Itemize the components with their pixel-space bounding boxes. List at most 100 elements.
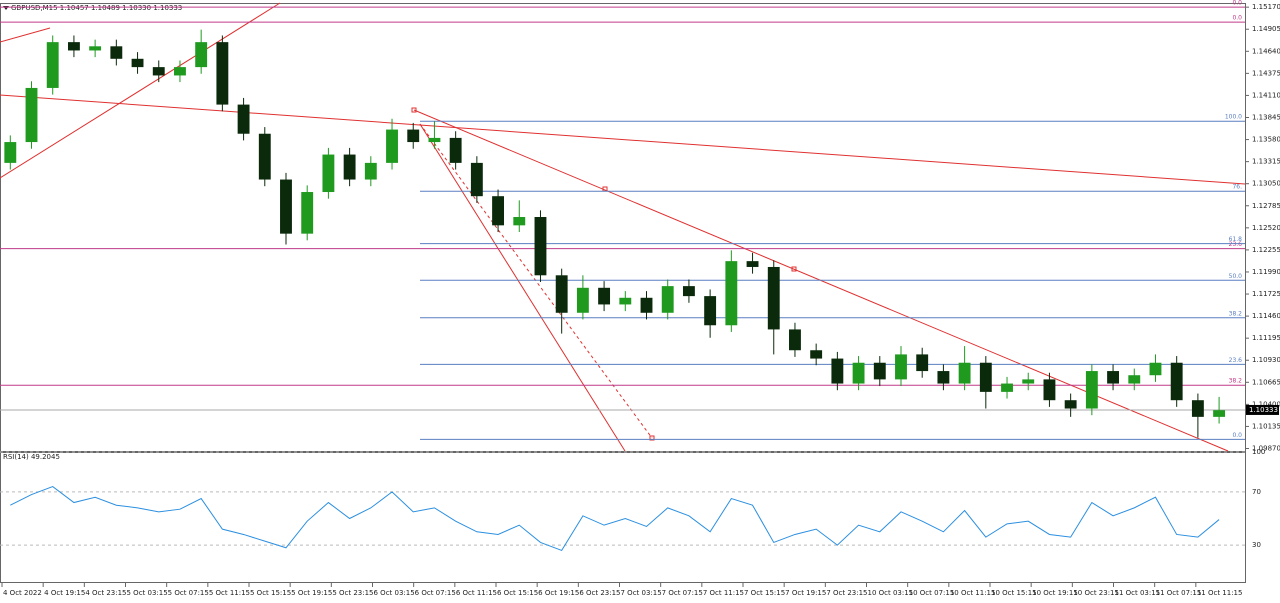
rsi-title: RSI(14) 49.2045 [3, 453, 60, 461]
y-tick-label: 1.10930 [1252, 356, 1280, 364]
x-tick-label: 10 Oct 19:15 [1032, 589, 1078, 597]
fibo-label: 61.8 [1229, 236, 1243, 243]
x-tick-label: 11 Oct 07:15 [1156, 589, 1202, 597]
fibo-label: 38.2 [1229, 310, 1243, 317]
x-tick-label: 11 Oct 03:15 [1115, 589, 1161, 597]
fibo-label: 0.0 [1232, 0, 1242, 7]
candle-body [407, 129, 420, 143]
y-tick-label: 1.13580 [1252, 136, 1280, 144]
x-tick-label: 7 Oct 15:15 [744, 589, 785, 597]
candle-body [1170, 362, 1183, 401]
y-tick-label: 1.13315 [1252, 158, 1280, 166]
candle-body [322, 154, 335, 193]
rsi-tick-label: 30 [1252, 541, 1261, 549]
candle-body [428, 137, 441, 143]
fibo-label: 76. [1232, 184, 1242, 191]
x-tick-label: 6 Oct 07:15 [415, 589, 456, 597]
price-tag-label: 1.10333 [1249, 406, 1278, 414]
candle-body [937, 371, 950, 384]
x-tick-label: 4 Oct 19:15 [44, 589, 85, 597]
y-tick-label: 1.15170 [1252, 3, 1280, 11]
x-tick-label: 7 Oct 11:15 [703, 589, 744, 597]
candle-body [89, 46, 102, 51]
y-tick-label: 1.11460 [1252, 312, 1280, 320]
x-tick-label: 6 Oct 23:15 [579, 589, 620, 597]
x-tick-label: 10 Oct 11:15 [950, 589, 996, 597]
candle-body [1149, 362, 1162, 376]
candle-body [555, 275, 568, 313]
candle-body [1128, 375, 1141, 384]
candle-body [1064, 400, 1077, 409]
candle-body [1022, 379, 1035, 384]
candle-body [682, 286, 695, 297]
x-tick-label: 5 Oct 03:15 [127, 589, 168, 597]
candle-body [895, 354, 907, 380]
candle-body [470, 162, 483, 197]
candle-body [746, 261, 759, 267]
candle-body [640, 297, 653, 313]
price-tag [1246, 404, 1279, 415]
candle-body [1043, 379, 1056, 401]
candle-body [195, 42, 208, 68]
candle-body [1191, 400, 1204, 417]
symbol-header: GBPUSD,M15 1.10457 1.10489 1.10330 1.103… [11, 4, 182, 12]
candle-body [1213, 410, 1226, 417]
fibo-label: 100.0 [1225, 114, 1242, 121]
fibo-label: 38.2 [1229, 378, 1243, 385]
candle-body [46, 42, 59, 88]
x-tick-label: 7 Oct 23:15 [826, 589, 867, 597]
candle-body [661, 286, 674, 313]
trendline [419, 123, 626, 452]
candle-body [725, 261, 738, 326]
y-tick-label: 1.13050 [1252, 180, 1280, 188]
x-tick-label: 5 Oct 15:15 [250, 589, 291, 597]
candle-body [916, 354, 929, 372]
candle-body [767, 266, 780, 330]
candle-body [131, 58, 144, 68]
candle-body [1085, 371, 1098, 409]
y-tick-label: 1.12785 [1252, 202, 1280, 210]
candle-body [174, 67, 186, 76]
y-tick-label: 1.11725 [1252, 290, 1280, 298]
candle-body [619, 297, 632, 305]
y-tick-label: 1.14905 [1252, 25, 1280, 33]
rsi-panel [0, 452, 1246, 583]
x-tick-label: 7 Oct 19:15 [785, 589, 826, 597]
y-tick-label: 1.11195 [1252, 334, 1280, 342]
fibo-label: 50.0 [1229, 273, 1243, 280]
y-tick-label: 1.10400 [1252, 400, 1280, 408]
y-tick-label: 1.13845 [1252, 113, 1280, 121]
candle-body [216, 42, 229, 105]
candle-body [704, 296, 717, 326]
trendline [0, 2, 281, 179]
candle-body [152, 67, 165, 76]
fibo-label: 0.0 [1232, 15, 1242, 22]
x-tick-label: 11 Oct 11:15 [1197, 589, 1243, 597]
candle-body [534, 217, 547, 276]
candle-body [25, 87, 38, 143]
x-tick-label: 6 Oct 11:15 [456, 589, 497, 597]
candle-body [110, 46, 123, 59]
anchor [411, 107, 417, 113]
candle-body [301, 192, 314, 234]
fibo-label: 23.6 [1229, 241, 1243, 248]
x-tick-label: 10 Oct 15:15 [991, 589, 1037, 597]
candle-body [979, 362, 992, 392]
candle-body [67, 42, 80, 51]
y-tick-label: 1.09870 [1252, 445, 1280, 453]
candle-body [873, 362, 886, 380]
candle-body [1107, 371, 1119, 384]
y-tick-label: 1.10665 [1252, 378, 1280, 386]
x-tick-label: 7 Oct 03:15 [621, 589, 662, 597]
trendline [0, 27, 51, 43]
candle-body [831, 358, 844, 384]
x-tick-label: 4 Oct 2022 [3, 589, 42, 597]
y-tick-label: 1.11990 [1252, 268, 1280, 276]
x-tick-label: 5 Oct 07:15 [168, 589, 209, 597]
candle-body [449, 137, 462, 163]
x-tick-label: 10 Oct 03:15 [868, 589, 914, 597]
candle-body [576, 287, 589, 313]
